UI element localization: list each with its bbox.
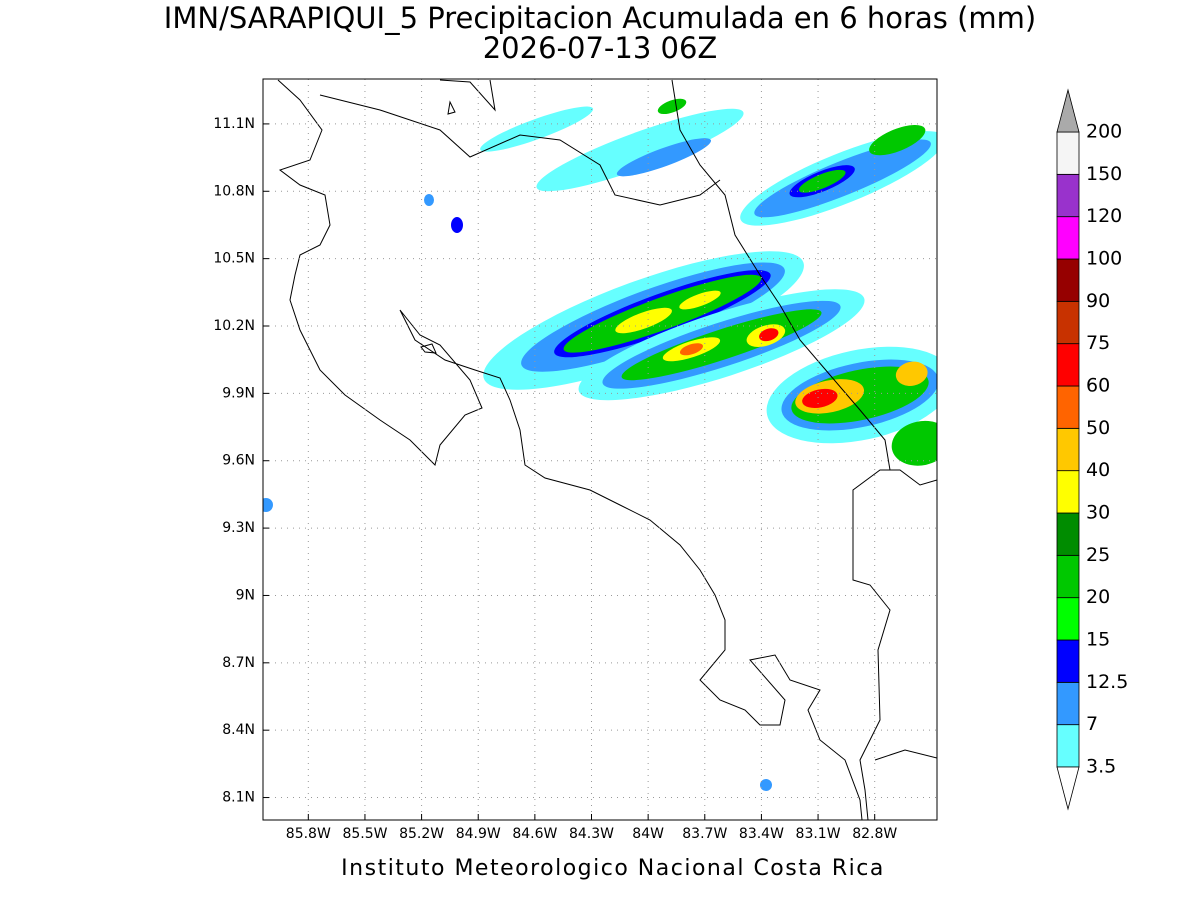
colorbar-label: 15 (1086, 629, 1110, 651)
precipitation-field (263, 98, 937, 791)
colorbar-label: 40 (1086, 459, 1110, 481)
lake-coast (439, 79, 496, 112)
colorbar-box (1056, 300, 1080, 345)
y-tick-label: 9.9N (222, 385, 255, 401)
rain-band (578, 289, 865, 401)
colorbar-label: 60 (1086, 375, 1110, 397)
y-tick-label: 9.6N (222, 453, 255, 469)
colorbar-over (1056, 88, 1080, 133)
colorbar-label: 200 (1086, 121, 1122, 143)
colorbar-label: 25 (1086, 544, 1110, 566)
colorbar-label: 150 (1086, 163, 1122, 185)
y-tick-label: 8.7N (222, 655, 255, 671)
y-tick-label: 11.1N (213, 116, 255, 132)
colorbar-box (1056, 512, 1080, 556)
map-frame (262, 78, 938, 821)
y-tick-label: 10.2N (213, 318, 255, 334)
colorbar-label: 7 (1086, 713, 1098, 735)
colorbar-box (1056, 639, 1080, 683)
colorbar-label: 50 (1086, 417, 1110, 439)
y-tick-label: 9.3N (222, 520, 255, 536)
colorbar-box (1056, 681, 1080, 726)
island (447, 100, 456, 115)
y-tick-label: 10.5N (213, 251, 255, 267)
x-tick-label: 85.8W (286, 826, 331, 842)
x-tick-label: 84.6W (512, 826, 557, 842)
x-tick-label: 82.8W (852, 826, 897, 842)
y-tick-label: 8.4N (222, 722, 255, 738)
coastlines (277, 79, 937, 820)
x-tick-label: 84W (632, 826, 664, 842)
colorbar-label: 20 (1086, 586, 1110, 608)
colorbar-box (1056, 216, 1080, 260)
footer: Instituto Meteorologico Nacional Costa R… (341, 856, 885, 881)
colorbar-box (1056, 385, 1080, 429)
colorbar-label: 90 (1086, 290, 1110, 312)
x-tick-label: 84.3W (569, 826, 614, 842)
colorbar: 3.5 7 12.5 15 20 25 30 40 50 60 75 90 100 120 150 200 (1056, 88, 1128, 811)
colorbar-label: 75 (1086, 332, 1110, 354)
rain-band (480, 98, 744, 192)
colorbar-label: 12.5 (1086, 671, 1128, 693)
x-tick-label: 85.2W (399, 826, 444, 842)
y-tick-label: 8.1N (222, 790, 255, 806)
map-title: IMN/SARAPIQUI_5 Precipitacion Acumulada … (164, 1, 1036, 35)
colorbar-under (1056, 766, 1080, 811)
map-subtitle: 2026-07-13 06Z (483, 31, 718, 65)
island (420, 343, 437, 354)
rain-band (740, 124, 937, 226)
colorbar-box (1056, 724, 1080, 768)
rain-band (483, 251, 804, 390)
colorbar-label: 120 (1086, 205, 1122, 227)
y-tick-label: 9N (236, 587, 255, 603)
rain-band (766, 346, 937, 466)
panama-coast (874, 749, 937, 761)
colorbar-box (1056, 343, 1080, 387)
colorbar-box (1056, 470, 1080, 514)
colorbar-label: 100 (1086, 248, 1122, 270)
y-tick-label: 10.8N (213, 183, 255, 199)
colorbar-box (1056, 597, 1080, 641)
colorbar-box (1056, 427, 1080, 472)
x-tick-label: 85.5W (342, 826, 387, 842)
colorbar-box (1056, 131, 1080, 175)
x-tick-label: 83.7W (682, 826, 727, 842)
x-tick-label: 83.4W (739, 826, 784, 842)
colorbar-box (1056, 258, 1080, 302)
x-tick-label: 84.9W (456, 826, 501, 842)
nicaragua-border (319, 94, 721, 206)
panama-border (852, 469, 937, 820)
axes: 85.8W 85.5W 85.2W 84.9W 84.6W 84.3W 84W 83.7W 83… (213, 79, 937, 842)
caribbean-coast (671, 79, 891, 471)
colorbar-label: 3.5 (1086, 756, 1116, 778)
x-tick-label: 83.1W (796, 826, 841, 842)
colorbar-box (1056, 554, 1080, 599)
colorbar-label: 30 (1086, 502, 1110, 524)
colorbar-box (1056, 173, 1080, 218)
